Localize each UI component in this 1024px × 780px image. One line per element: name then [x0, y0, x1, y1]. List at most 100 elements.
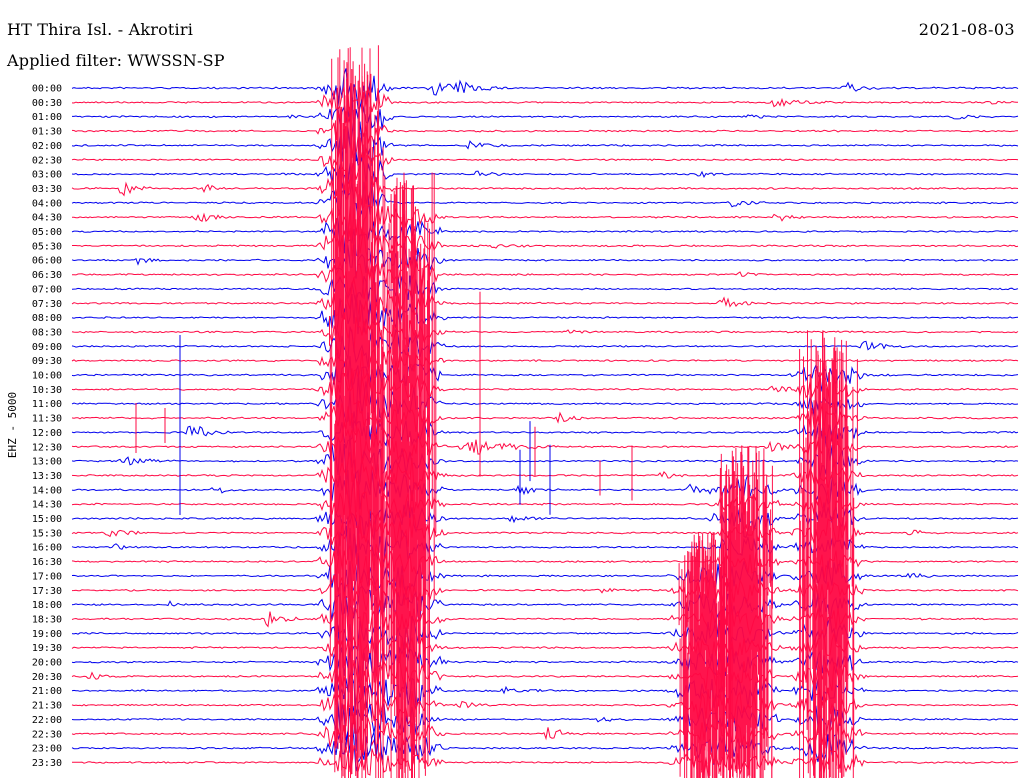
time-label: 01:00: [32, 112, 62, 123]
trace-line: [72, 744, 1019, 777]
time-label: 18:00: [32, 600, 62, 611]
time-label: 17:00: [32, 571, 62, 582]
trace-line: [71, 509, 1019, 551]
time-label: 02:30: [32, 155, 62, 166]
date-label: 2021-08-03: [918, 20, 1015, 39]
time-label: 06:00: [32, 256, 62, 267]
time-label: 16:00: [32, 543, 62, 554]
trace-line: [71, 500, 1019, 540]
filter-label: Applied filter: WWSSN-SP: [7, 51, 225, 70]
trace-line: [71, 203, 1019, 242]
trace-line: [71, 575, 1019, 611]
trace-line: [71, 671, 1019, 716]
trace-line: [71, 377, 1019, 429]
time-label: 17:30: [32, 586, 62, 597]
trace-line: [71, 422, 1018, 465]
trace-line: [72, 220, 1019, 262]
trace-line: [71, 152, 1019, 189]
trace-line: [71, 86, 1019, 125]
time-label: 13:30: [32, 471, 62, 482]
trace-line: [71, 533, 1019, 584]
quake-burst: [329, 45, 385, 778]
time-label: 11:30: [32, 414, 62, 425]
time-label: 00:30: [32, 98, 62, 109]
time-label: 15:00: [32, 514, 62, 525]
time-label: 09:00: [32, 342, 62, 353]
time-labels: 00:00 00:30 01:00 01:30 02:00 02:30 03:00 03:30…: [32, 84, 62, 769]
time-label: 11:00: [32, 399, 62, 410]
trace-line: [71, 585, 1019, 622]
trace-line: [71, 400, 1019, 438]
trace-line: [71, 659, 1019, 699]
trace-line: [71, 722, 1019, 772]
trace-line: [71, 553, 1019, 596]
trace-line: [71, 293, 1019, 335]
time-label: 00:00: [32, 84, 62, 95]
time-label: 19:00: [32, 629, 62, 640]
time-label: 14:30: [32, 500, 62, 511]
quake-burst: [716, 445, 773, 778]
trace-line: [71, 615, 1019, 653]
trace-line: [71, 473, 1019, 534]
trace-line: [71, 525, 1019, 565]
time-label: 10:00: [32, 371, 62, 382]
trace-line: [71, 441, 1019, 493]
time-label: 12:00: [32, 428, 62, 439]
trace-line: [71, 326, 1019, 368]
trace-line: [71, 368, 1019, 410]
trace-line: [71, 700, 1019, 752]
trace-line: [71, 277, 1019, 322]
trace-line: [71, 275, 1019, 306]
trace-line: [71, 348, 1019, 393]
time-label: 05:00: [32, 227, 62, 238]
time-label: 19:30: [32, 643, 62, 654]
time-label: 08:00: [32, 313, 62, 324]
time-label: 21:00: [32, 686, 62, 697]
time-label: 16:30: [32, 557, 62, 568]
trace-line: [71, 594, 1019, 642]
trace-line: [71, 469, 1019, 517]
time-label: 03:30: [32, 184, 62, 195]
time-label: 10:30: [32, 385, 62, 396]
trace-line: [72, 97, 1019, 132]
time-label: 04:30: [32, 213, 62, 224]
time-label: 01:30: [32, 127, 62, 138]
trace-line: [71, 181, 1019, 222]
trace-line: [71, 146, 1019, 187]
time-label: 21:30: [32, 701, 62, 712]
trace-line: [71, 242, 1019, 279]
time-label: 03:00: [32, 170, 62, 181]
trace-line: [71, 412, 1019, 449]
trace-line: [71, 216, 1019, 258]
trace-line: [71, 111, 1019, 158]
time-label: 22:30: [32, 729, 62, 740]
trace-line: [71, 435, 1019, 489]
time-label: 09:30: [32, 356, 62, 367]
time-label: 22:00: [32, 715, 62, 726]
trace-line: [71, 167, 1019, 211]
time-label: 12:30: [32, 442, 62, 453]
trace-line: [71, 117, 1019, 167]
quake-burst: [378, 172, 437, 778]
time-label: 14:00: [32, 485, 62, 496]
trace-line: [71, 68, 1019, 110]
time-label: 07:30: [32, 299, 62, 310]
trace-line: [71, 630, 1019, 666]
time-label: 02:00: [32, 141, 62, 152]
time-label: 08:30: [32, 327, 62, 338]
trace-line: [71, 642, 1019, 688]
time-label: 04:00: [32, 198, 62, 209]
time-label: 05:30: [32, 241, 62, 252]
time-label: 06:30: [32, 270, 62, 281]
time-label: 13:00: [32, 457, 62, 468]
quake-burst: [799, 330, 858, 778]
time-label: 20:00: [32, 658, 62, 669]
channel-label: EHZ - 5000: [6, 392, 19, 458]
time-label: 23:30: [32, 758, 62, 769]
time-label: 15:30: [32, 528, 62, 539]
trace-line: [71, 313, 1019, 353]
time-label: 07:00: [32, 284, 62, 295]
trace-line: [71, 711, 1019, 762]
seismic-traces: [71, 45, 1019, 778]
